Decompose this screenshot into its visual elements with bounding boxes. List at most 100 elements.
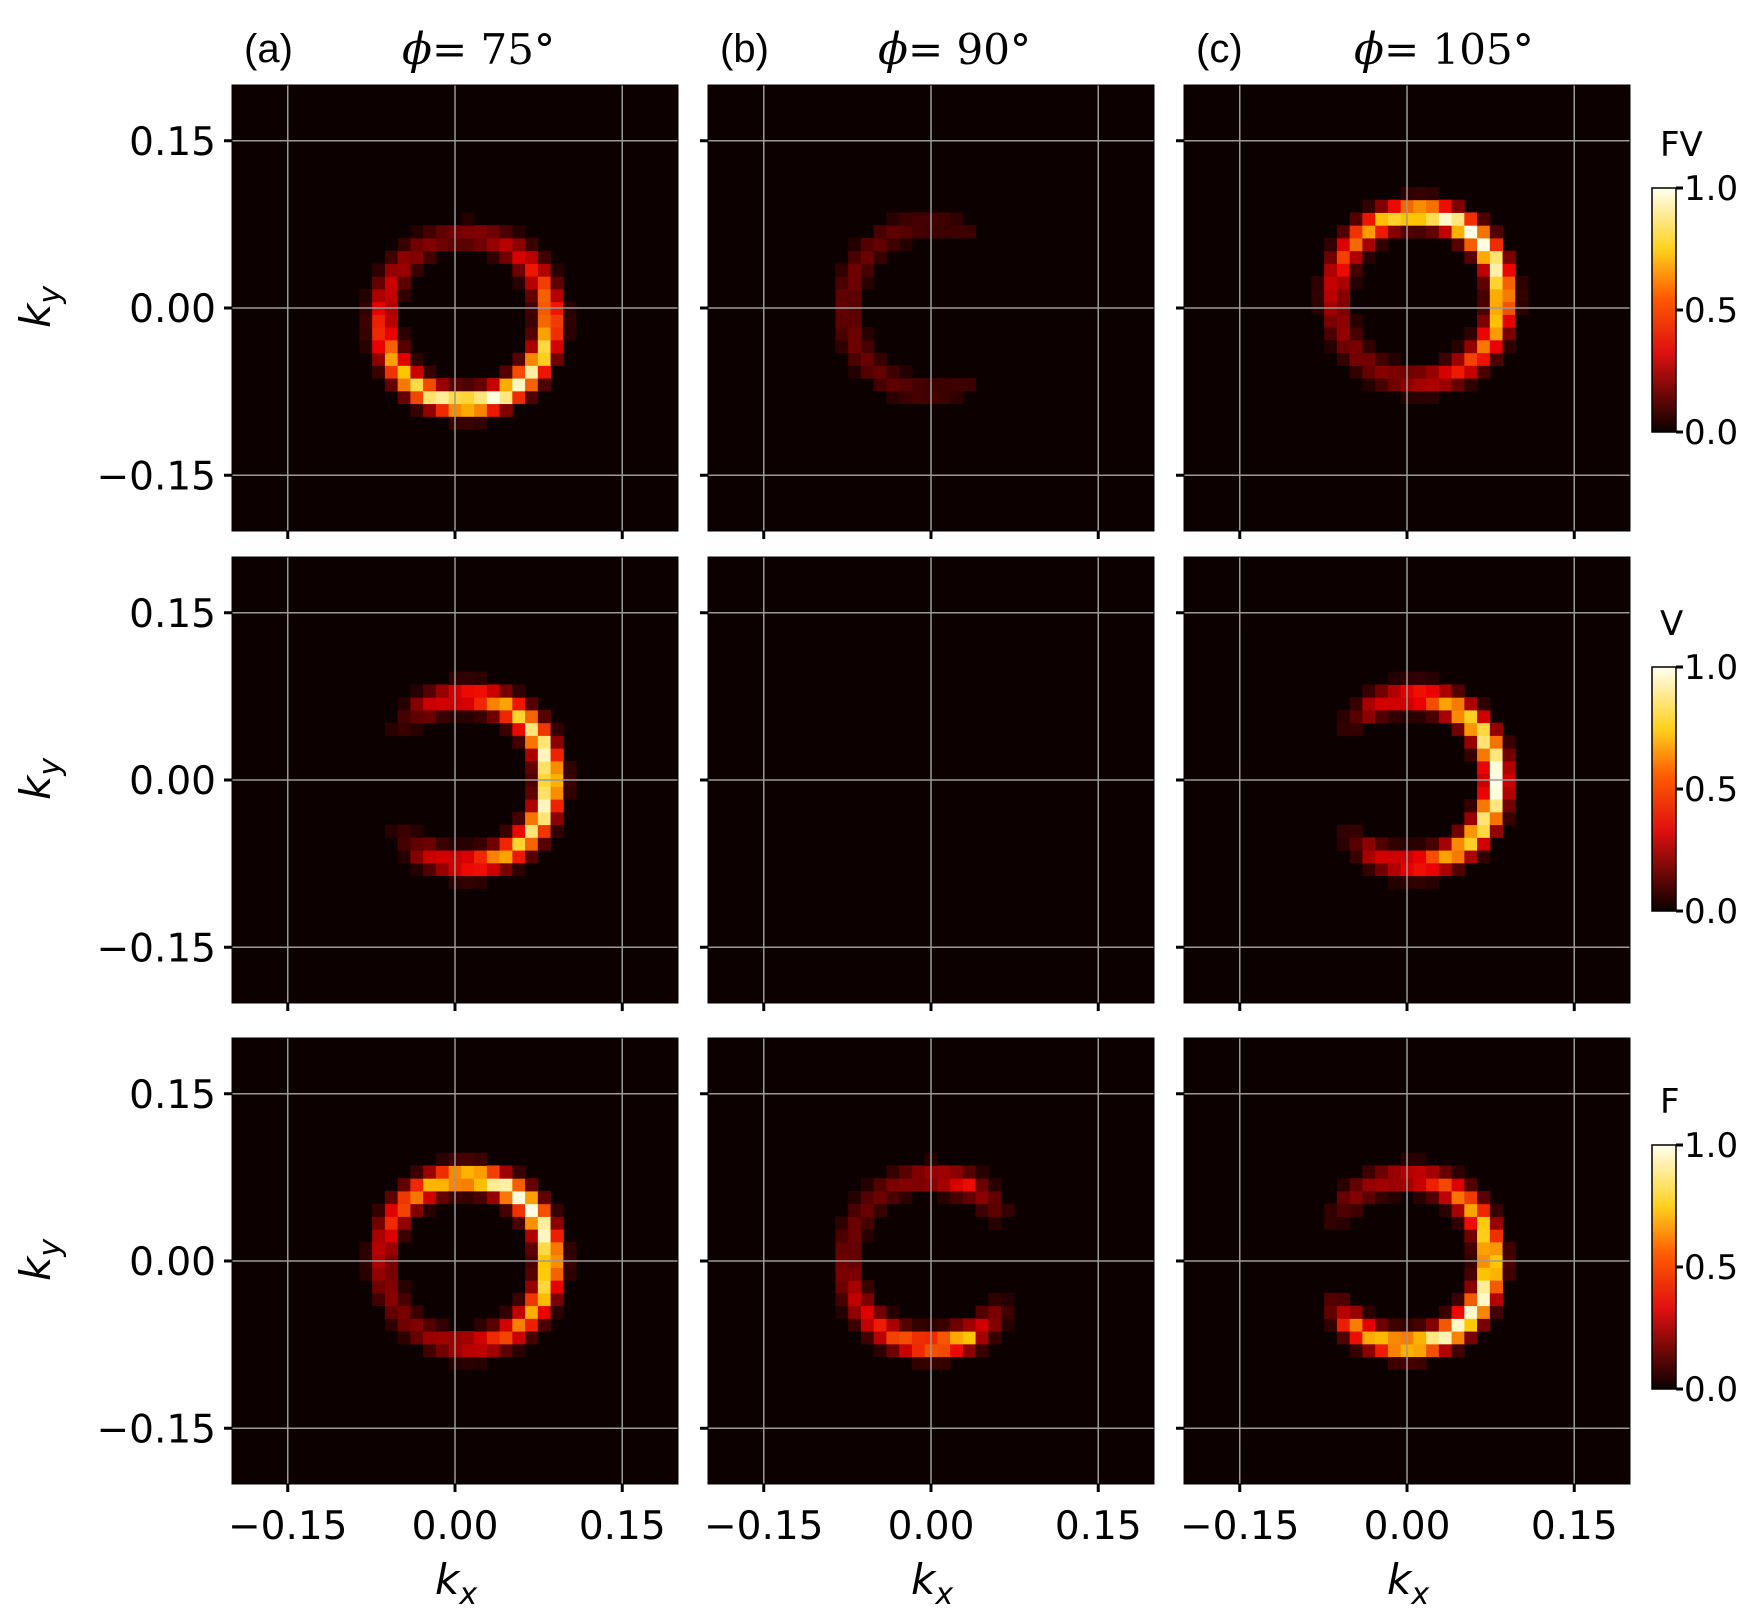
heatmap-cell — [397, 237, 411, 252]
colorbar-tick-label: 0.5 — [1684, 291, 1738, 331]
heatmap-cell — [1489, 288, 1504, 303]
heatmap-panel-r1-c0: −0.15 0.00 0.15 ky — [11, 556, 679, 1011]
heatmap-cell — [1489, 225, 1504, 239]
heatmap-cell — [1362, 850, 1376, 864]
heatmap-cell — [1426, 378, 1440, 392]
heatmap-cell — [1413, 1356, 1427, 1370]
heatmap-cell — [1489, 1216, 1504, 1230]
heatmap-cell — [988, 1318, 1002, 1332]
heatmap-cell — [1362, 212, 1376, 226]
heatmap-cell — [848, 288, 862, 303]
heatmap-cell — [899, 378, 913, 392]
heatmap-cell — [435, 403, 450, 417]
heatmap-cell — [461, 684, 475, 698]
heatmap-cell — [550, 352, 564, 366]
heatmap-cell — [1451, 1165, 1465, 1179]
heatmap-cell — [1413, 709, 1427, 724]
heatmap-cell — [1413, 875, 1427, 889]
heatmap-cell — [1464, 327, 1478, 341]
heatmap-cell — [1426, 1331, 1440, 1345]
heatmap-cell — [1426, 697, 1440, 711]
heatmap-cell — [359, 288, 373, 303]
heatmap-cell — [1451, 365, 1465, 379]
heatmap-cell — [1001, 1292, 1015, 1307]
heatmap-cell — [1489, 1229, 1504, 1243]
heatmap-cell — [397, 1229, 411, 1243]
heatmap-cell — [423, 837, 437, 851]
heatmap-cell — [423, 1178, 437, 1192]
heatmap-cell — [525, 799, 539, 813]
heatmap-cell — [474, 1343, 488, 1358]
heatmap-cell — [1349, 212, 1363, 226]
heatmap-cell — [1426, 709, 1440, 724]
heatmap-cell — [525, 339, 539, 354]
heatmap-cell — [474, 671, 488, 685]
heatmap-cell — [860, 1305, 875, 1319]
heatmap-cell — [537, 327, 552, 341]
heatmap-cell — [525, 1331, 539, 1345]
heatmap-cell — [1375, 199, 1389, 213]
heatmap-cell — [486, 850, 501, 864]
heatmap-cell — [499, 403, 513, 417]
heatmap-cell — [899, 1190, 913, 1205]
y-axis-label: ky — [11, 1238, 68, 1281]
heatmap-cell — [937, 1318, 951, 1332]
heatmap-cell — [950, 1190, 964, 1205]
heatmap-cell — [537, 735, 552, 749]
heatmap-cell — [1387, 1356, 1402, 1370]
heatmap-cell — [1349, 276, 1363, 290]
heatmap-cell — [1489, 786, 1504, 800]
heatmap-cell — [550, 276, 564, 290]
heatmap-cell — [1477, 276, 1491, 290]
heatmap-cell — [937, 1331, 951, 1345]
heatmap-cell — [1362, 1305, 1376, 1319]
heatmap-cell — [435, 709, 450, 724]
heatmap-cell — [550, 339, 564, 354]
heatmap-cell — [911, 1318, 926, 1332]
heatmap-cell — [384, 1216, 399, 1230]
heatmap-cell — [1502, 799, 1516, 813]
heatmap-cell — [1426, 1178, 1440, 1192]
heatmap-cell — [1515, 288, 1529, 303]
heatmap-cell — [1477, 760, 1491, 775]
heatmap-cell — [848, 276, 862, 290]
heatmap-cell — [550, 786, 564, 800]
heatmap-cell — [423, 1318, 437, 1332]
heatmap-cell — [525, 263, 539, 277]
heatmap-cell — [911, 225, 926, 239]
heatmap-cell — [1387, 1178, 1402, 1192]
colorbar-f: F 0.0 0.5 1.0 — [1651, 1082, 1738, 1410]
heatmap-cell — [486, 697, 501, 711]
heatmap-cell — [1375, 709, 1389, 724]
heatmap-cell — [423, 709, 437, 724]
heatmap-cell — [397, 250, 411, 264]
heatmap-cell — [423, 1190, 437, 1205]
heatmap-cell — [873, 225, 887, 239]
heatmap-cell — [1502, 314, 1516, 328]
heatmap-cell — [1349, 352, 1363, 366]
heatmap-cell — [975, 1165, 989, 1179]
colorbar-tick-label: 0.5 — [1684, 1248, 1738, 1288]
heatmap-cell — [384, 1190, 399, 1205]
heatmap-cell — [1477, 824, 1491, 838]
heatmap-cell — [1362, 862, 1376, 877]
heatmap-cell — [937, 225, 951, 239]
heatmap-cell — [423, 697, 437, 711]
heatmap-cell — [1324, 314, 1338, 328]
heatmap-cell — [537, 288, 552, 303]
heatmap-cell — [372, 352, 386, 366]
x-axis-label-k: k — [435, 1555, 461, 1604]
heatmap-cell — [1502, 1267, 1516, 1281]
y-tick-label: 0.00 — [129, 1240, 216, 1285]
heatmap-cell — [499, 1203, 513, 1217]
heatmap-cell — [537, 276, 552, 290]
heatmap-cell — [1375, 1190, 1389, 1205]
heatmap-cell — [512, 225, 526, 239]
heatmap-cell — [1438, 862, 1453, 877]
colorbar-label: V — [1660, 604, 1683, 644]
heatmap-cell — [848, 237, 862, 252]
heatmap-cell — [525, 1267, 539, 1281]
angle-title: = 75° — [432, 25, 555, 74]
heatmap-cell — [1438, 199, 1453, 213]
heatmap-cell — [525, 390, 539, 405]
